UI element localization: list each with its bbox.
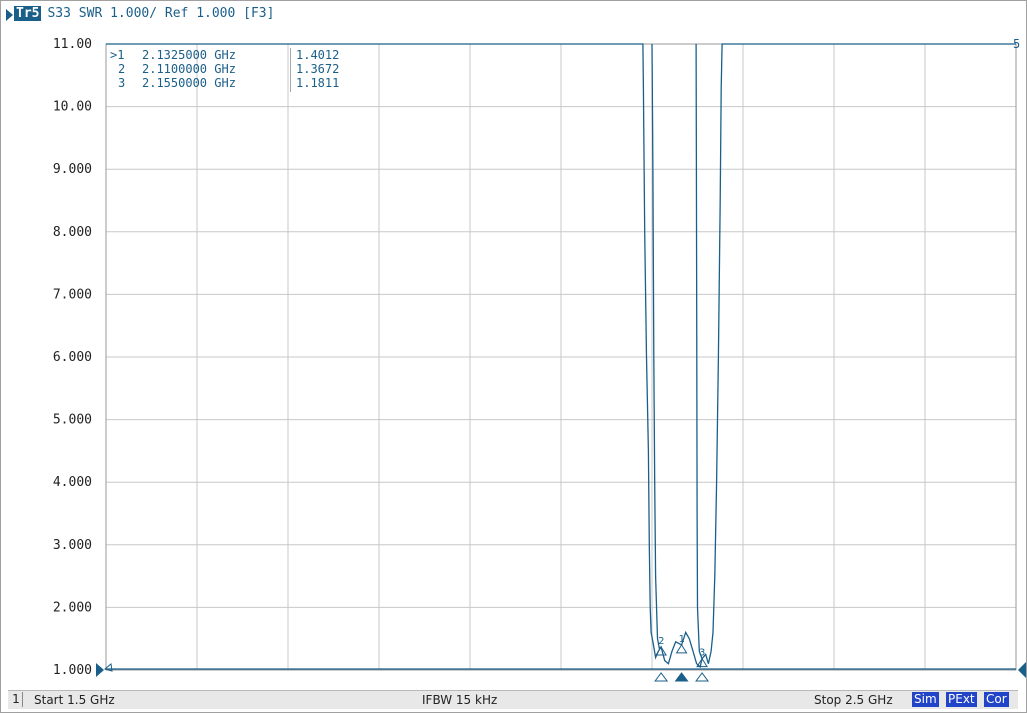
marker-table-divider [290, 48, 291, 92]
y-tick-label: 2.000 [53, 600, 92, 615]
marker-row-value: 1.4012 [296, 48, 340, 62]
marker-number: 2 [658, 636, 664, 647]
y-tick-label: 7.000 [53, 287, 92, 302]
swr-chart: 11.00 10.00 9.000 8.000 7.000 6.000 5.000 4.000… [53, 37, 1026, 682]
stop-frequency[interactable]: Stop 2.5 GHz [814, 693, 893, 707]
y-tick-label: 11.00 [53, 37, 92, 52]
marker-points: 1 2 3 [654, 634, 710, 682]
marker-number: 1 [679, 634, 685, 645]
marker-number: 3 [699, 648, 705, 659]
y-tick-label: 9.000 [53, 162, 92, 177]
y-tick-label: 5.000 [53, 413, 92, 428]
pext-flag: PExt [946, 692, 977, 707]
marker-row-value: 1.3672 [296, 62, 340, 76]
grid [105, 43, 1017, 671]
marker-row-label: >1 [110, 48, 125, 62]
marker-row-value: 1.1811 [296, 76, 340, 90]
start-frequency[interactable]: Start 1.5 GHz [34, 693, 115, 707]
trace-title[interactable]: S33 SWR 1.000/ Ref 1.000 [F3] [47, 6, 275, 21]
trace-header[interactable]: Tr5 S33 SWR 1.000/ Ref 1.000 [F3] [14, 6, 274, 24]
start-marker-icon [103, 663, 113, 672]
marker-axis-indicator [674, 672, 689, 682]
marker-axis-indicator [695, 672, 710, 682]
marker-axis-indicator [654, 672, 669, 682]
marker-triangle [696, 657, 708, 668]
marker-triangle [675, 643, 688, 654]
ref-left-arrow-icon [96, 663, 104, 677]
reference-arrows [96, 662, 1026, 678]
active-trace-caret-icon[interactable] [6, 9, 13, 21]
y-tick-label: 3.000 [53, 538, 92, 553]
marker-row-frequency: 2.1100000 GHz [142, 62, 236, 76]
y-tick-label: 4.000 [53, 475, 92, 490]
marker-row-label: 3 [118, 76, 126, 90]
trace-line [695, 43, 703, 659]
trace-line [651, 43, 662, 650]
marker-row-label: 2 [118, 62, 126, 76]
sim-flag: Sim [912, 692, 939, 707]
y-tick-label: 8.000 [53, 225, 92, 240]
status-bar: 1 Start 1.5 GHz IFBW 15 kHz Stop 2.5 GHz… [8, 690, 1018, 709]
right-edge-label: 5 [1013, 37, 1020, 51]
y-tick-label: 10.00 [53, 100, 92, 115]
cor-flag: Cor [984, 692, 1009, 707]
marker-triangle [655, 646, 668, 656]
y-tick-label: 6.000 [53, 350, 92, 365]
marker-row-frequency: 2.1325000 GHz [142, 48, 236, 62]
marker-row-frequency: 2.1550000 GHz [142, 76, 236, 90]
if-bandwidth[interactable]: IFBW 15 kHz [422, 693, 498, 707]
y-tick-labels: 11.00 10.00 9.000 8.000 7.000 6.000 5.000 4.000… [53, 37, 1020, 678]
y-tick-label: 1.000 [53, 663, 92, 678]
channel-number[interactable]: 1 [10, 692, 23, 707]
ref-right-arrow-icon [1018, 662, 1026, 678]
trace-badge[interactable]: Tr5 [14, 6, 42, 21]
